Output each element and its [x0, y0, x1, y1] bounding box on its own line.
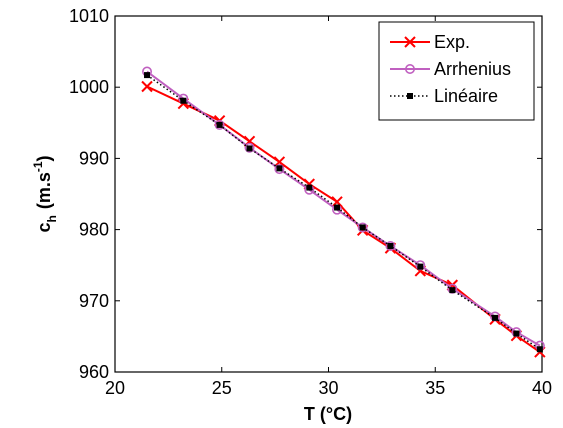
- y-tick-label: 980: [79, 220, 109, 240]
- legend-label: Linéaire: [434, 86, 498, 106]
- y-label-unit-superscript: -1: [31, 161, 45, 172]
- legend: Exp. Arrhenius Linéaire: [378, 21, 535, 121]
- data-point-square-marker: [407, 93, 413, 99]
- data-point-circle-marker: [274, 164, 285, 175]
- y-tick-label: 1000: [69, 77, 109, 97]
- data-point-square-marker: [334, 204, 341, 211]
- y-tick-label: 1010: [69, 6, 109, 26]
- data-point-square-marker: [359, 224, 366, 231]
- data-point-x-marker: [404, 36, 416, 48]
- data-point-square-marker: [449, 287, 456, 294]
- data-point-x-marker: [273, 156, 286, 168]
- data-point-square-marker: [180, 97, 187, 104]
- x-tick-label: 30: [318, 378, 338, 398]
- y-tick-label: 960: [79, 362, 109, 382]
- x-axis-label: T (°C): [304, 404, 352, 424]
- data-point-square-marker: [246, 145, 253, 152]
- y-axis-label: ch (m.s-1): [31, 155, 59, 232]
- legend-label: Arrhenius: [434, 59, 511, 79]
- data-point-x-marker: [141, 80, 153, 93]
- data-point-square-marker: [387, 242, 394, 249]
- axis-ticks: 20 25 30 35 40 960 970 980 990 1000 1010: [69, 6, 552, 398]
- legend-label: Exp.: [434, 32, 470, 52]
- data-point-circle-marker: [404, 64, 415, 75]
- series-line: [146, 74, 541, 350]
- data-point-square-marker: [216, 121, 223, 128]
- data-point-square-marker: [417, 263, 424, 270]
- data-point-square-marker: [306, 184, 313, 191]
- series-line: [146, 70, 541, 347]
- data-point-square-marker: [536, 346, 543, 353]
- data-point-square-marker: [144, 72, 151, 79]
- y-label-unit-prefix: (m.s: [34, 172, 54, 209]
- legend-item: Linéaire: [390, 86, 498, 106]
- x-tick-label: 20: [105, 378, 125, 398]
- series-lin-aire: [144, 72, 543, 353]
- legend-item: Arrhenius: [390, 59, 511, 79]
- data-point-square-marker: [492, 314, 499, 321]
- y-tick-label: 990: [79, 148, 109, 168]
- data-series: [141, 66, 546, 358]
- data-point-square-marker: [276, 165, 283, 172]
- data-point-circle-marker: [385, 240, 396, 251]
- legend-box: [378, 21, 535, 121]
- y-label-unit-suffix: ): [34, 155, 54, 161]
- data-point-circle-marker: [214, 119, 225, 130]
- x-tick-label: 25: [212, 378, 232, 398]
- y-tick-label: 970: [79, 291, 109, 311]
- data-point-circle-marker: [357, 222, 368, 233]
- y-label-main: c: [34, 223, 54, 233]
- x-tick-label: 35: [425, 378, 445, 398]
- x-tick-label: 40: [532, 378, 552, 398]
- legend-item: Exp.: [390, 32, 470, 52]
- data-point-square-marker: [513, 330, 520, 337]
- data-point-circle-marker: [244, 142, 255, 153]
- y-label-subscript: h: [45, 215, 59, 222]
- data-point-x-marker: [331, 196, 343, 208]
